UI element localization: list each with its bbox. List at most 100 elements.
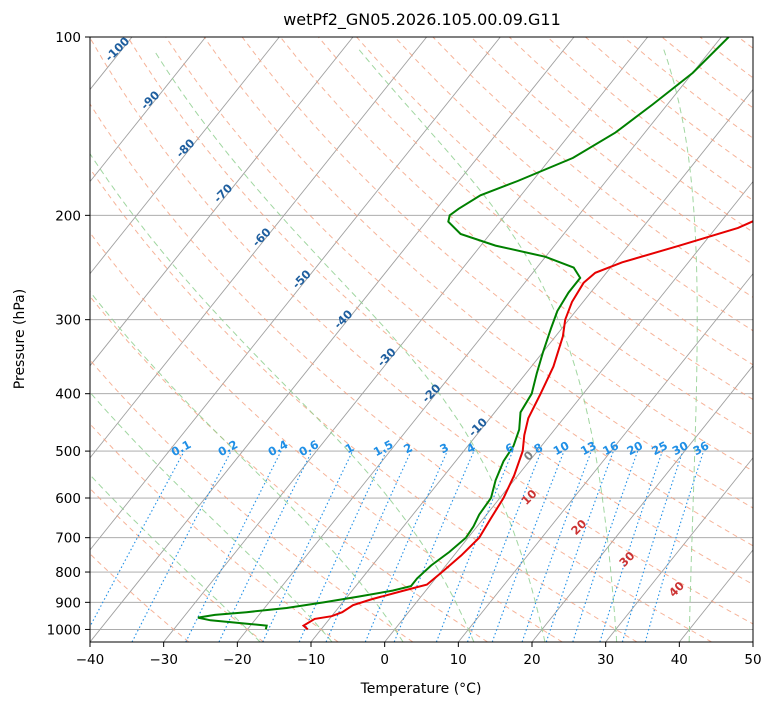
mixing-ratio-label: 25 bbox=[649, 438, 670, 458]
isotherm-line bbox=[310, 88, 753, 642]
isotherm-line bbox=[90, 37, 575, 642]
isotherm-label: -100 bbox=[102, 34, 132, 64]
dewpoint-profile-line bbox=[197, 37, 730, 630]
mixing-ratio-label: 16 bbox=[600, 438, 621, 458]
isotherm-line bbox=[0, 37, 58, 642]
x-tick-label: 40 bbox=[671, 652, 688, 668]
isotherm-label: -40 bbox=[331, 307, 356, 332]
dry-adiabat-line bbox=[432, 37, 753, 298]
mixing-ratio-line bbox=[621, 450, 684, 642]
y-tick-label: 900 bbox=[55, 595, 81, 611]
y-tick-label: 500 bbox=[55, 444, 81, 460]
dry-adiabat-line bbox=[356, 37, 753, 366]
x-tick-label: 10 bbox=[450, 652, 467, 668]
dry-adiabat-line bbox=[699, 37, 753, 79]
y-tick-label: 200 bbox=[55, 208, 81, 224]
isotherm-label-positive: 10 bbox=[518, 487, 539, 508]
isotherm-line bbox=[384, 180, 753, 642]
y-tick-label: 400 bbox=[55, 387, 81, 403]
y-tick-label: 300 bbox=[55, 313, 81, 329]
y-axis-label: Pressure (hPa) bbox=[12, 289, 28, 389]
moist-adiabat-line bbox=[358, 49, 618, 642]
isotherm-label-positive: 30 bbox=[616, 549, 637, 570]
y-tick-label: 700 bbox=[55, 531, 81, 547]
isotherm-line bbox=[90, 37, 501, 551]
x-tick-label: 50 bbox=[744, 652, 761, 668]
moist-adiabat-line bbox=[90, 290, 404, 642]
temperature-profile-line bbox=[301, 220, 753, 631]
mixing-ratio-label: 2 bbox=[401, 440, 415, 456]
isotherm-label-positive: 40 bbox=[666, 579, 687, 600]
isotherm-line bbox=[90, 37, 354, 367]
dry-adiabat-line bbox=[90, 359, 414, 642]
dry-adiabat-line bbox=[394, 37, 753, 332]
mixing-ratio-line bbox=[521, 450, 592, 642]
profile-lines bbox=[197, 37, 753, 631]
dry-adiabat-line bbox=[279, 37, 753, 436]
mixing-ratio-label: 4 bbox=[464, 440, 478, 456]
dry-adiabat-line bbox=[737, 37, 753, 49]
isotherm-line bbox=[531, 365, 753, 642]
isotherm-line bbox=[236, 37, 722, 642]
isotherm-label: -70 bbox=[211, 181, 236, 206]
mixing-ratio-line bbox=[491, 450, 565, 642]
moist-adiabat-line bbox=[90, 152, 475, 642]
mixing-ratio-label: 0.2 bbox=[216, 437, 241, 459]
moist-adiabat-line bbox=[153, 49, 546, 642]
mixing-ratio-line bbox=[545, 450, 614, 642]
background-lines bbox=[0, 37, 753, 642]
dry-adiabat-line bbox=[90, 295, 488, 642]
isotherm-line bbox=[678, 549, 753, 642]
isotherm-line bbox=[163, 37, 649, 642]
x-tick-label: 20 bbox=[523, 652, 540, 668]
moist-adiabat-line bbox=[663, 49, 698, 642]
dry-adiabat-line bbox=[90, 37, 753, 625]
isotherm-line bbox=[457, 272, 753, 642]
y-tick-label: 800 bbox=[55, 565, 81, 581]
mixing-ratio-label: 1.5 bbox=[371, 437, 396, 459]
isotherm-label: -60 bbox=[249, 225, 274, 250]
isotherm-line bbox=[90, 37, 428, 459]
mixing-ratio-label: 0.4 bbox=[266, 437, 291, 459]
moist-adiabat-line bbox=[90, 391, 333, 642]
isotherm-label: -20 bbox=[419, 381, 444, 406]
isotherm-line bbox=[752, 641, 753, 642]
mixing-ratio-line bbox=[435, 450, 514, 642]
mixing-ratio-label: 30 bbox=[670, 438, 691, 458]
mixing-ratio-line bbox=[364, 450, 448, 642]
mixing-ratio-line bbox=[90, 450, 185, 628]
dry-adiabat-line bbox=[585, 37, 753, 170]
line-labels: 0.1 0.2 0.4 0.6 1 1.5 2 3 4 6 8 10 13 16 20 25 30 36-100-… bbox=[102, 34, 711, 600]
x-tick-label: −20 bbox=[223, 652, 252, 668]
dry-adiabat-line bbox=[90, 103, 712, 642]
dry-adiabat-line bbox=[165, 37, 753, 547]
x-axis-label: Temperature (°C) bbox=[360, 681, 482, 697]
isotherm-label: -30 bbox=[374, 345, 399, 370]
mixing-ratio-line bbox=[466, 450, 542, 642]
mixing-ratio-label: 3 bbox=[437, 440, 451, 456]
isotherm-label-positive: 20 bbox=[568, 517, 589, 538]
x-tick-label: −30 bbox=[149, 652, 178, 668]
dry-adiabat-line bbox=[547, 37, 753, 201]
isotherm-label: -50 bbox=[289, 267, 314, 292]
isotherm-label: -80 bbox=[173, 136, 198, 161]
x-tick-label: 30 bbox=[597, 652, 614, 668]
mixing-ratio-label: 0.6 bbox=[296, 437, 321, 459]
mixing-ratio-label: 10 bbox=[551, 438, 572, 458]
mixing-ratio-line bbox=[393, 450, 475, 642]
dry-adiabat-line bbox=[127, 37, 753, 586]
x-tick-label: −40 bbox=[76, 652, 105, 668]
isotherm-line bbox=[90, 37, 207, 183]
dry-adiabat-line bbox=[90, 231, 563, 642]
mixing-ratio-line bbox=[185, 450, 282, 642]
y-tick-label: 1000 bbox=[47, 622, 81, 638]
dry-adiabat-line bbox=[203, 37, 753, 509]
dry-adiabat-line bbox=[90, 167, 638, 642]
isotherm-label: -90 bbox=[138, 88, 163, 113]
mixing-ratio-line bbox=[325, 450, 412, 642]
dry-adiabat-line bbox=[508, 37, 753, 233]
moist-adiabat-line bbox=[90, 474, 261, 642]
mixing-ratio-line bbox=[644, 450, 705, 642]
y-tick-label: 100 bbox=[55, 30, 81, 46]
